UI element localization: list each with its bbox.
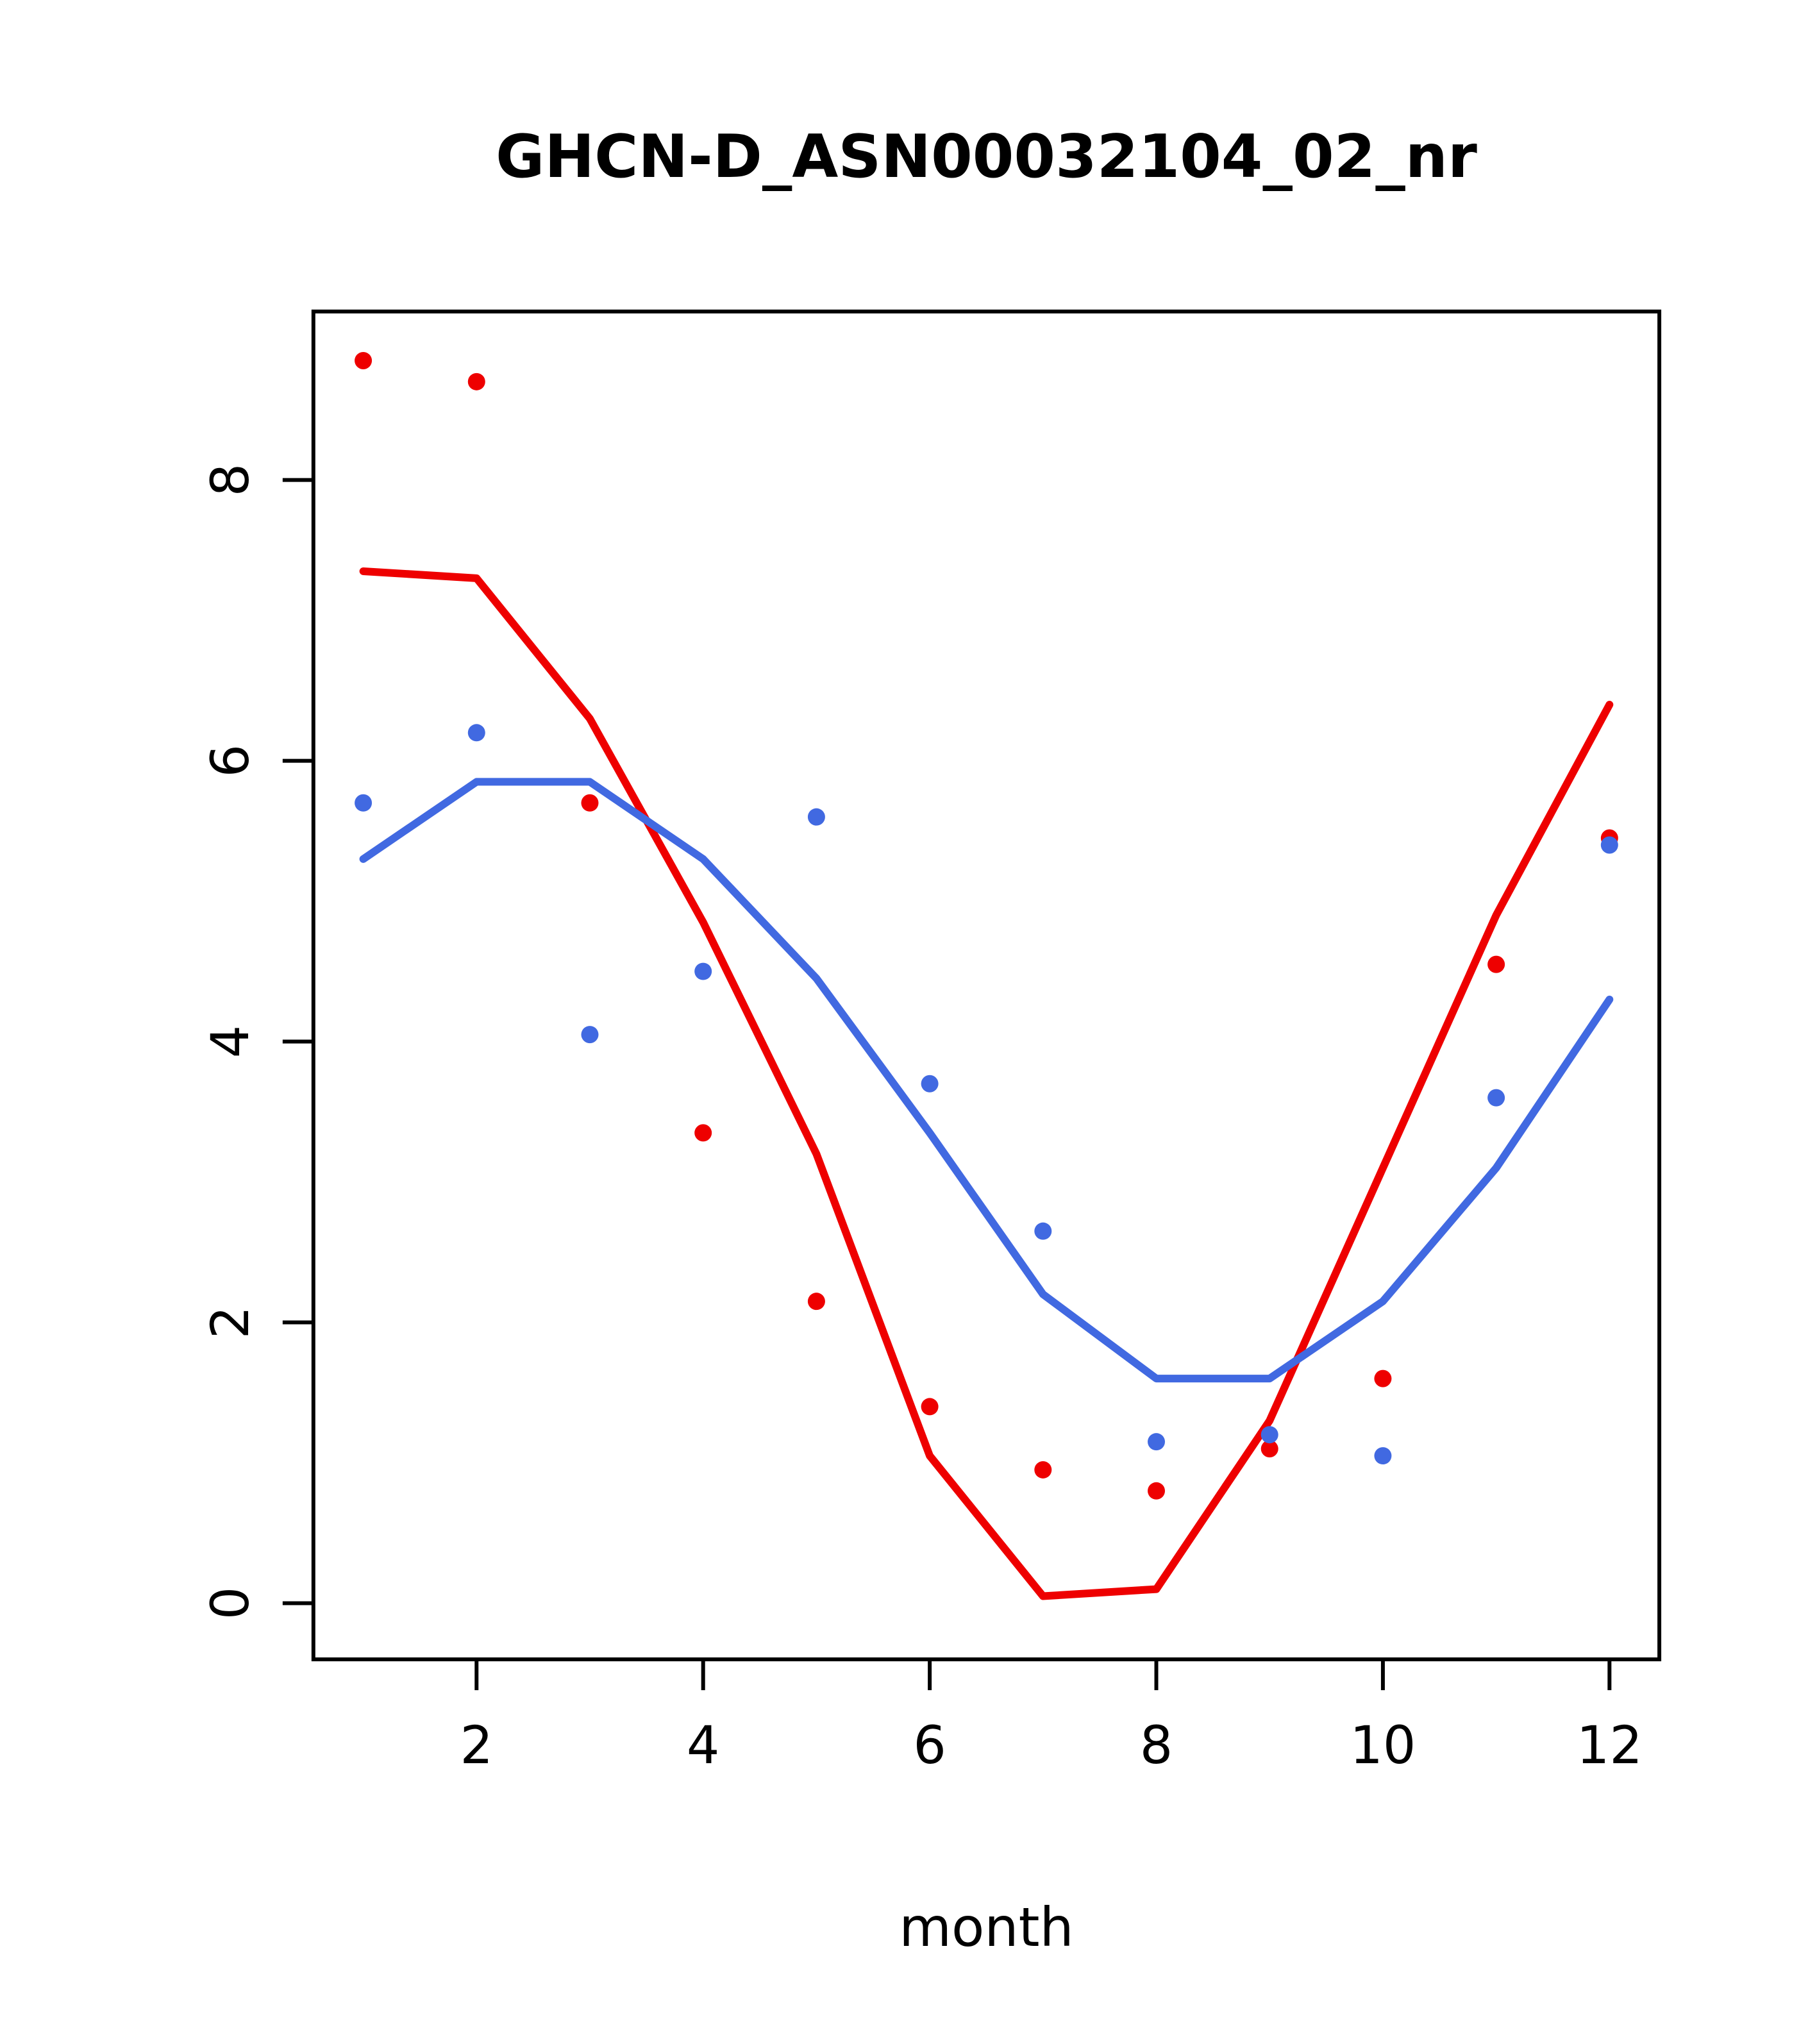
chart-title: GHCN-D_ASN00032104_02_nr bbox=[496, 122, 1477, 191]
x-tick-label: 4 bbox=[687, 1716, 720, 1776]
blue-observed-points-marker bbox=[921, 1075, 939, 1093]
y-tick-label: 8 bbox=[201, 464, 261, 497]
x-tick-label: 12 bbox=[1577, 1716, 1643, 1776]
blue-observed-points-marker bbox=[694, 962, 712, 980]
blue-observed-points-marker bbox=[1260, 1426, 1278, 1444]
blue-observed-points-marker bbox=[581, 1026, 599, 1044]
blue-observed-points-marker bbox=[807, 808, 825, 826]
blue-observed-points-marker bbox=[467, 724, 485, 742]
blue-observed-points-marker bbox=[1487, 1089, 1505, 1107]
plot-area: 2 4 6 8 10 12 0 2 4 6 8 bbox=[201, 309, 1662, 1776]
blue-fitted-line bbox=[359, 778, 1614, 1383]
x-tick-label: 10 bbox=[1350, 1716, 1416, 1776]
x-tick-label: 2 bbox=[460, 1716, 494, 1776]
x-tick-label: 6 bbox=[913, 1716, 946, 1776]
red-observed-points-marker bbox=[1487, 955, 1505, 973]
red-fitted-line bbox=[359, 567, 1614, 1600]
red-observed-points-marker bbox=[581, 794, 599, 812]
x-tick-label: 8 bbox=[1140, 1716, 1173, 1776]
blue-observed-points-marker bbox=[1148, 1433, 1166, 1451]
red-observed-points-marker bbox=[807, 1293, 825, 1311]
blue-observed-points-marker bbox=[1034, 1222, 1052, 1240]
red-observed-points-marker bbox=[1148, 1482, 1166, 1500]
y-tick-label: 6 bbox=[201, 744, 261, 778]
red-observed-points-marker bbox=[1260, 1440, 1278, 1458]
plot-box bbox=[311, 309, 1662, 1662]
red-observed-points-marker bbox=[694, 1124, 712, 1142]
red-observed-points-marker bbox=[355, 351, 373, 369]
y-tick-label: 2 bbox=[201, 1306, 261, 1339]
red-observed-points-marker bbox=[1034, 1461, 1052, 1479]
blue-observed-points-marker bbox=[1374, 1447, 1392, 1465]
blue-observed-points-marker bbox=[355, 794, 373, 812]
blue-observed-points-marker bbox=[1600, 836, 1618, 854]
y-tick-label: 0 bbox=[201, 1587, 261, 1620]
red-observed-points-marker bbox=[467, 373, 485, 390]
red-observed-points-marker bbox=[1374, 1370, 1392, 1387]
red-observed-points-marker bbox=[921, 1398, 939, 1416]
x-axis-label: month bbox=[899, 1896, 1074, 1959]
y-tick-label: 4 bbox=[201, 1025, 261, 1059]
